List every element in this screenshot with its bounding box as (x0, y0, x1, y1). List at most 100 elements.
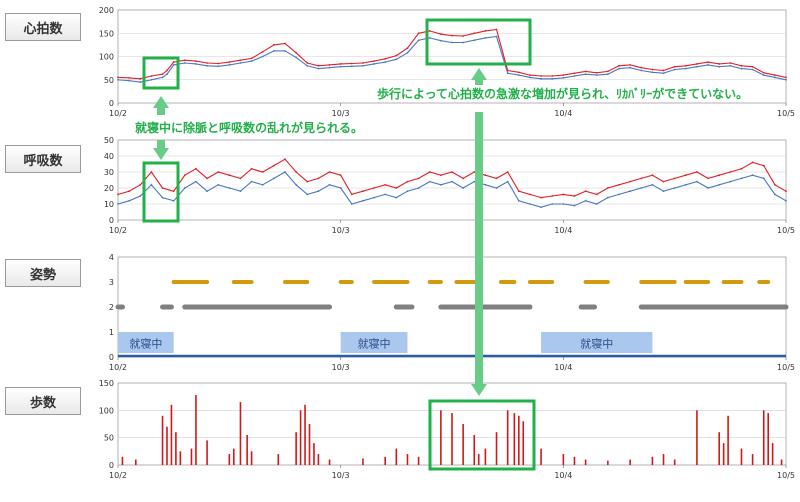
steps-bar (195, 395, 197, 465)
heart-series-0-point (785, 76, 787, 79)
steps-bar (518, 415, 520, 465)
resp-series-0-point (618, 183, 620, 186)
heart-series-1-point (439, 39, 442, 42)
resp-series-0-point (406, 180, 409, 183)
resp-series-0-point (183, 174, 186, 177)
resp-series-1-point (439, 183, 442, 186)
steps-bar (722, 443, 725, 465)
heart-chart: 0 50 100 150 200 10/2 10/3 10/4 10/5 (99, 6, 795, 118)
heart-series-1-point (328, 66, 331, 69)
steps-bar (522, 421, 525, 465)
steps-bar (727, 415, 729, 465)
resp-series-1-point (729, 180, 732, 183)
resp-series-1-point (506, 180, 509, 183)
heart-series-1-point (629, 66, 632, 69)
steps-bar (696, 410, 698, 465)
steps-bar (304, 404, 306, 465)
steps-bar (206, 440, 208, 465)
heart-series-1-point (206, 64, 208, 67)
heart-series-0-point (451, 34, 453, 37)
heart-series-0-point (172, 61, 175, 63)
resp-series-0-point (640, 177, 643, 180)
heart-series-1-point (362, 64, 364, 67)
resp-y-tick-label: 10 (104, 200, 114, 209)
arrow-left-down-head (153, 148, 169, 160)
resp-series-0-point (651, 174, 654, 177)
heart-series-1-point (128, 79, 131, 82)
resp-series-0-point (773, 183, 776, 186)
resp-series-1-point (339, 187, 342, 189)
resp-series-1-point (306, 193, 309, 196)
heart-series-0-point (773, 74, 776, 76)
heart-series-1-point (350, 65, 353, 68)
resp-series-0-point (540, 196, 542, 199)
resp-series-1-point (573, 204, 576, 207)
heart-series-0-point (139, 77, 142, 80)
resp-series-1-point (117, 203, 119, 205)
heart-series-0-point (439, 33, 442, 36)
resp-series-1-point (161, 196, 164, 199)
resp-series-1-point (562, 203, 565, 205)
heart-series-1-point (540, 77, 542, 80)
heart-series-1-point (295, 56, 298, 59)
steps-bar (317, 454, 320, 465)
heart-series-0-point (317, 64, 320, 67)
steps-bar (250, 451, 253, 465)
resp-series-1-point (428, 180, 431, 183)
resp-series-0-point (195, 167, 197, 170)
heart-series-1-point (517, 74, 520, 76)
steps-bar (451, 413, 453, 465)
resp-series-1-point (362, 199, 364, 202)
heart-series-0-point (517, 71, 520, 74)
resp-x-tick-label: 10/4 (554, 226, 572, 235)
resp-series-1-point (495, 187, 498, 189)
steps-bar (762, 410, 765, 465)
steps-bar (246, 434, 248, 465)
resp-series-0-point (506, 171, 509, 173)
heart-series-1-point (696, 65, 698, 68)
resp-series-0-point (139, 183, 142, 186)
resp-series-0-point (172, 190, 175, 193)
steps-bar (477, 454, 480, 465)
resp-series-0-point (428, 171, 431, 173)
steps-bar (175, 432, 177, 465)
heart-series-0-point (551, 75, 554, 77)
resp-series-1-point (217, 183, 220, 186)
resp-series-1-point (640, 187, 643, 189)
sleep-period-box (340, 332, 408, 353)
highlight-box-steps (428, 399, 536, 471)
arrow-right-up-head (471, 68, 487, 80)
resp-series-1-point (484, 183, 487, 186)
heart-series-0-point (718, 63, 721, 65)
heart-series-1-point (618, 67, 620, 70)
heart-series-1-point (529, 76, 531, 79)
resp-series-1-point (785, 199, 787, 202)
heart-x-tick-label: 10/4 (554, 109, 572, 118)
resp-series-0-point (696, 171, 698, 173)
resp-series-0-point (684, 174, 687, 177)
resp-series-1-point (150, 183, 153, 186)
heart-series-1-point (662, 72, 665, 75)
heart-series-1-point (373, 63, 375, 65)
resp-series-1-point (261, 183, 264, 186)
resp-series-0-point (629, 180, 632, 183)
resp-series-1-point (350, 203, 353, 205)
heart-series-1-point (562, 76, 565, 79)
heart-y-tick-label: 0 (109, 99, 114, 108)
heart-series-0-point (417, 32, 420, 35)
heart-series-1-point (573, 75, 576, 77)
heart-series-1-point (551, 77, 554, 80)
steps-bar (584, 459, 587, 465)
heart-series-1-line (117, 35, 787, 83)
heart-series-1-point (773, 76, 776, 79)
steps-bar (718, 432, 720, 465)
arrow-right-up-shaft (475, 80, 483, 85)
resp-series-1-point (696, 180, 698, 183)
heart-series-1-point (384, 61, 387, 63)
heart-series-0-point (696, 63, 698, 65)
resp-series-1-point (295, 183, 298, 186)
arrow-left-up-shaft (157, 108, 165, 115)
posture-y-tick-label: 0 (109, 353, 114, 362)
steps-x-tick-label: 10/5 (777, 471, 795, 480)
